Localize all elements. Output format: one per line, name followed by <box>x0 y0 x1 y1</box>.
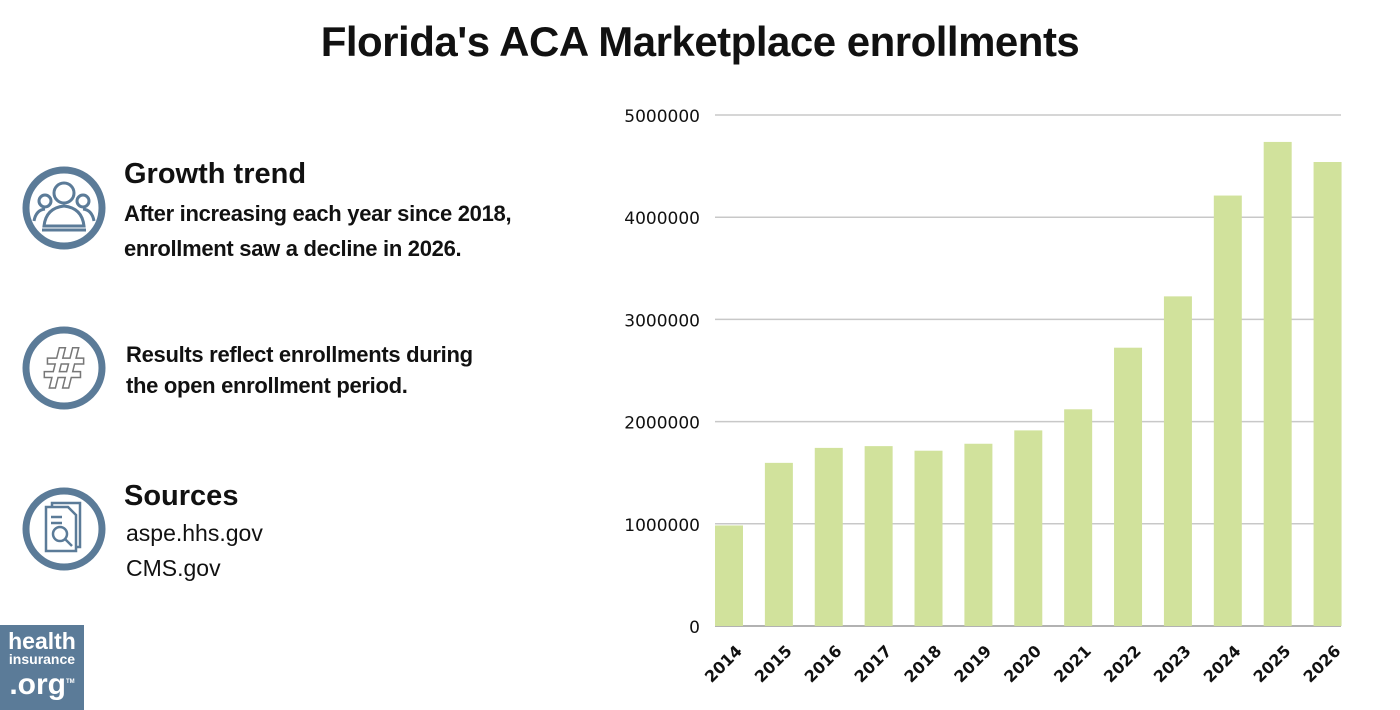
document-search-icon <box>22 487 106 571</box>
x-tick-label: 2018 <box>900 641 945 686</box>
growth-heading: Growth trend <box>124 158 307 190</box>
bar-2021 <box>1064 409 1093 626</box>
x-tick-label: 2026 <box>1299 641 1344 686</box>
x-tick-label: 2021 <box>1050 641 1095 686</box>
bar-2016 <box>814 447 843 626</box>
bar-2026 <box>1313 162 1342 626</box>
growth-line-1: After increasing each year since 2018, <box>124 201 512 226</box>
bar-2015 <box>764 462 793 626</box>
y-tick-label: 3000000 <box>624 311 700 331</box>
y-tick-label: 1000000 <box>624 516 700 536</box>
growth-line-2: enrollment saw a decline in 2026. <box>124 236 462 261</box>
source-link[interactable]: aspe.hhs.gov <box>126 520 263 546</box>
sources-heading: Sources <box>124 480 239 512</box>
x-tick-label: 2017 <box>851 641 896 686</box>
bar-2025 <box>1263 141 1292 626</box>
bar-2017 <box>864 446 893 626</box>
x-tick-label: 2025 <box>1250 641 1295 686</box>
x-tick-label: 2014 <box>701 641 746 686</box>
bar-2019 <box>964 443 993 626</box>
source-link[interactable]: CMS.gov <box>126 555 221 581</box>
note-line-2: the open enrollment period. <box>126 373 408 398</box>
y-tick-label: 5000000 <box>624 107 700 127</box>
logo-line-3: .org <box>9 668 66 701</box>
x-tick-label: 2023 <box>1150 641 1195 686</box>
x-tick-label: 2016 <box>801 641 846 686</box>
hashtag-icon: # <box>22 326 106 410</box>
bar-2020 <box>1014 430 1043 626</box>
x-tick-label: 2024 <box>1200 641 1245 686</box>
x-tick-label: 2019 <box>950 641 995 686</box>
bar-2023 <box>1163 296 1192 626</box>
page-title: Florida's ACA Marketplace enrollments <box>320 18 1080 65</box>
x-tick-label: 2015 <box>751 641 796 686</box>
y-tick-label: 0 <box>689 618 700 638</box>
bar-2024 <box>1213 195 1242 626</box>
logo-line-1: health <box>8 628 76 654</box>
bar-2018 <box>914 450 943 626</box>
y-tick-label: 2000000 <box>624 414 700 434</box>
logo-line-2: insurance <box>8 651 76 667</box>
bar-2014 <box>715 525 743 626</box>
logo-tm: TM <box>66 679 75 685</box>
x-tick-label: 2020 <box>1000 641 1045 686</box>
y-tick-label: 4000000 <box>624 209 700 229</box>
svg-text:#: # <box>41 337 88 402</box>
note-line-1: Results reflect enrollments during <box>126 342 473 367</box>
people-group-icon <box>22 166 106 250</box>
bar-2022 <box>1114 347 1143 626</box>
healthinsurance-logo[interactable]: health insurance .orgTM <box>0 625 84 710</box>
x-tick-label: 2022 <box>1100 641 1145 686</box>
